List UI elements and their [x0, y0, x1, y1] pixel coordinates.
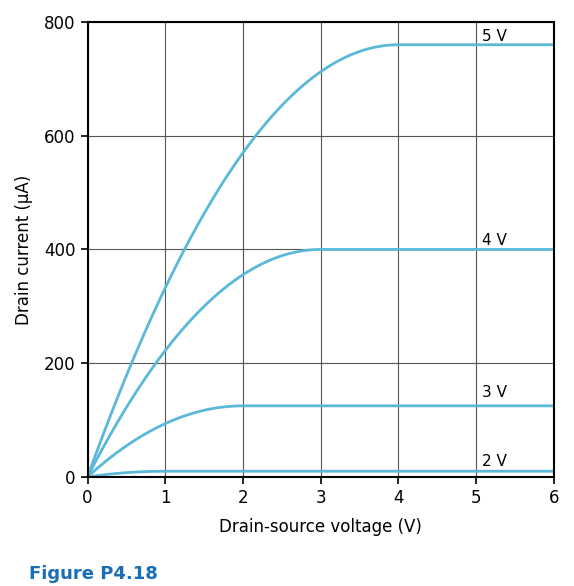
X-axis label: Drain-source voltage (V): Drain-source voltage (V) — [219, 518, 422, 536]
Y-axis label: Drain current (μA): Drain current (μA) — [15, 175, 33, 325]
Text: 4 V: 4 V — [482, 233, 507, 248]
Text: 5 V: 5 V — [482, 29, 507, 44]
Text: 2 V: 2 V — [482, 454, 507, 469]
Text: 3 V: 3 V — [482, 385, 507, 400]
Text: Figure P4.18: Figure P4.18 — [29, 565, 158, 583]
